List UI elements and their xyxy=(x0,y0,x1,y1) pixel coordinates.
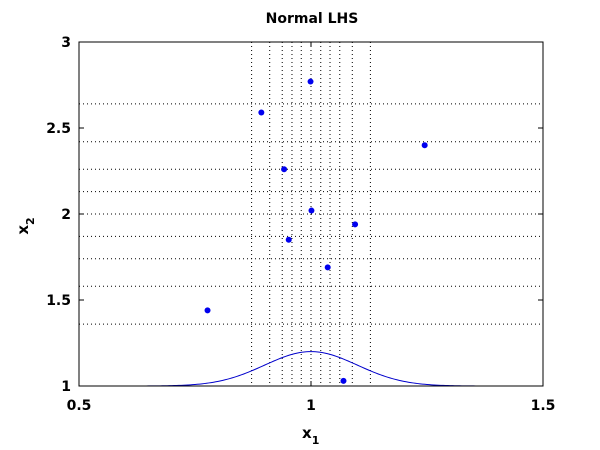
x-axis-label-subscript: 1 xyxy=(312,434,320,447)
x-axis-label-base: x xyxy=(302,424,312,442)
y-tick-label: 2 xyxy=(61,207,71,223)
y-tick-label: 3 xyxy=(61,35,71,51)
x-tick-label: 0.5 xyxy=(67,398,92,414)
chart-title: Normal LHS xyxy=(266,11,359,27)
sample-point xyxy=(307,78,314,85)
x-tick-label: 1.5 xyxy=(531,398,556,414)
sample-point xyxy=(340,377,347,384)
sample-point xyxy=(281,166,288,173)
x-axis-label: x1 xyxy=(302,424,319,447)
axis-ticks: 0.5 1 1.5 1 1.5 2 2.5 3 xyxy=(46,35,555,414)
sample-point xyxy=(308,207,315,214)
sample-point xyxy=(352,221,359,228)
y-tick-label: 2.5 xyxy=(46,121,71,137)
y-axis-label: x2 xyxy=(14,217,37,234)
sample-point xyxy=(421,142,428,149)
x-tick-label: 1 xyxy=(306,398,316,414)
y-axis-label-subscript: 2 xyxy=(24,217,37,225)
sample-point xyxy=(324,264,331,271)
y-tick-label: 1 xyxy=(61,379,71,395)
sample-point xyxy=(258,109,265,116)
y-axis-label-base: x xyxy=(14,225,32,235)
sample-point xyxy=(285,236,292,243)
plot-area xyxy=(78,41,544,387)
y-tick-label: 1.5 xyxy=(46,293,71,309)
sample-point xyxy=(204,307,211,314)
